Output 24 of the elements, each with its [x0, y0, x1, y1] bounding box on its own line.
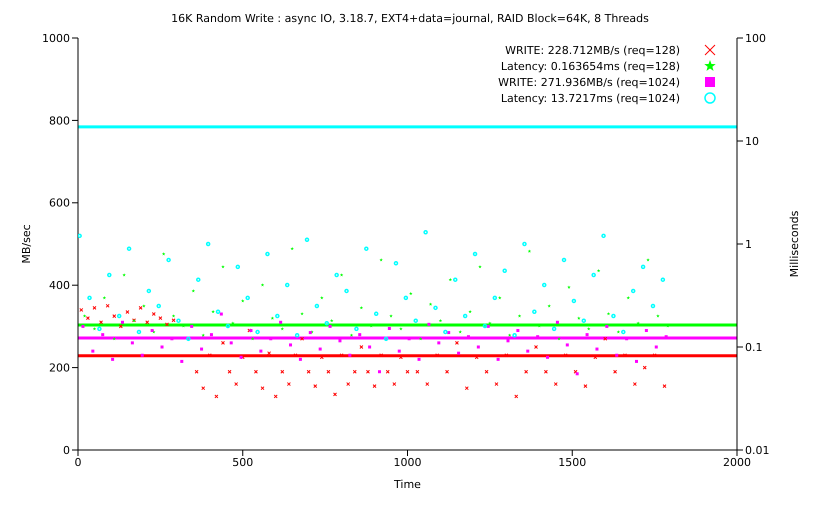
- legend-label: Latency: 13.7217ms (req=1024): [500, 92, 680, 104]
- y2-tick-label: 10: [745, 134, 759, 148]
- y-tick-label: 1000: [42, 32, 70, 45]
- y2-tick-label: 1: [745, 238, 752, 251]
- legend-label: Latency: 0.163654ms (req=128): [500, 60, 680, 72]
- y-tick-label: 200: [49, 362, 70, 375]
- y-tick-label: 600: [49, 196, 70, 210]
- x-tick-label: 500: [232, 456, 254, 469]
- x-tick-label: 0: [74, 456, 82, 469]
- x-tick-label: 1000: [394, 456, 422, 469]
- y2-tick-label: 0.01: [745, 444, 770, 457]
- y2-tick-label: 0.1: [745, 340, 762, 354]
- y-tick-label: 400: [49, 279, 70, 292]
- y-tick-label: 800: [49, 114, 70, 128]
- x-tick-label: 2000: [723, 456, 751, 469]
- y2-axis-title: Milliseconds: [788, 210, 801, 278]
- legend-label: WRITE: 228.712MB/s (req=128): [505, 44, 680, 56]
- y-axis-title: MB/sec: [20, 224, 33, 264]
- chart-title: 16K Random Write : async IO, 3.18.7, EXT4+data=journal, RAID Block=64K, 8 Threads: [170, 11, 650, 27]
- y-tick-label: 0: [63, 444, 70, 457]
- y2-tick-label: 100: [745, 32, 766, 45]
- x-axis-title: Time: [393, 478, 422, 491]
- x-tick-label: 1500: [558, 456, 586, 469]
- legend-label: WRITE: 271.936MB/s (req=1024): [498, 76, 680, 88]
